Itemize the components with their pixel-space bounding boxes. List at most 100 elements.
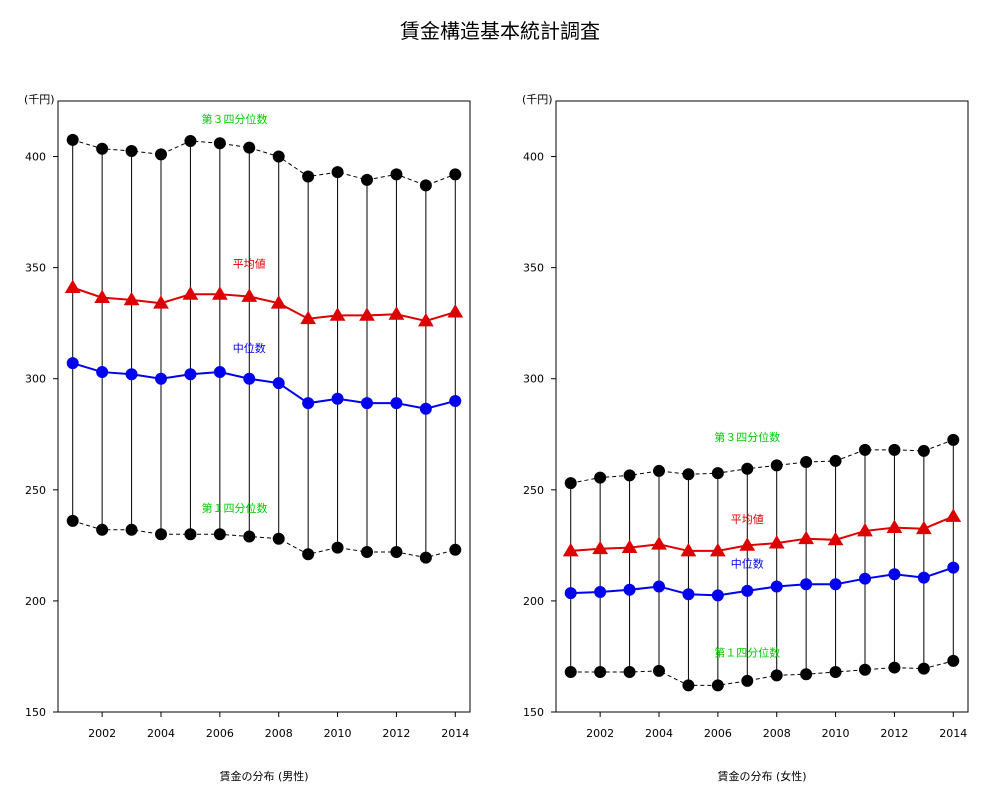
third-quartile-point <box>800 456 813 469</box>
third-quartile-point <box>711 467 724 480</box>
median-point <box>653 580 665 593</box>
first-quartile-point <box>449 543 462 556</box>
first-quartile-point <box>390 546 403 559</box>
third-quartile-point <box>623 469 636 482</box>
first-quartile-point <box>888 661 901 674</box>
median-label: 中位数 <box>731 557 764 571</box>
median-point <box>331 392 344 405</box>
mean-point <box>592 540 609 555</box>
third-quartile-point <box>184 134 197 147</box>
plot-frame <box>57 100 471 713</box>
third-quartile-point <box>125 144 138 157</box>
median-point <box>66 357 79 370</box>
first-quartile-point <box>682 679 695 692</box>
third-quartile-label: 第３四分位数 <box>202 112 268 126</box>
x-tick-label: 2014 <box>939 727 967 740</box>
y-tick-label: 150 <box>523 706 544 719</box>
third-quartile-point <box>564 477 577 490</box>
x-tick-label: 2012 <box>880 727 908 740</box>
x-tick-label: 2006 <box>206 727 234 740</box>
mean-point <box>857 522 873 537</box>
median-point <box>449 394 462 407</box>
median-point <box>419 402 432 415</box>
female-panel: 150 200 250 300 350 400 2002 2004 2006 2008 2010 20… <box>522 93 969 783</box>
mean-point <box>945 508 962 522</box>
mean-point <box>153 295 169 309</box>
y-tick-label: 200 <box>25 595 46 608</box>
x-tick-label: 2002 <box>586 727 614 740</box>
third-quartile-point <box>888 443 901 456</box>
median-point <box>594 586 607 599</box>
first-quartile-point <box>302 548 315 561</box>
first-quartile-point <box>361 546 373 559</box>
mean-point <box>241 288 258 302</box>
y-tick-label: 150 <box>25 706 46 719</box>
first-quartile-point <box>419 551 432 564</box>
median-point <box>800 578 813 591</box>
first-quartile-point <box>859 663 871 676</box>
median-point <box>243 372 256 385</box>
third-quartile-point <box>829 454 842 467</box>
third-quartile-point <box>96 142 109 155</box>
third-quartile-point <box>770 459 783 472</box>
x-tick-label: 2008 <box>265 727 293 740</box>
y-tick-label: 250 <box>25 484 46 497</box>
mean-point <box>651 536 667 550</box>
x-axis-title: 賃金の分布 (男性) <box>219 769 308 783</box>
y-tick-label: 400 <box>523 151 544 164</box>
third-quartile-point <box>155 148 167 161</box>
third-quartile-point <box>272 150 285 163</box>
first-quartile-point <box>243 530 256 543</box>
y-axis-title: (千円) <box>24 93 55 106</box>
first-quartile-point <box>66 514 79 527</box>
y-axis-title: (千円) <box>522 93 553 106</box>
median-point <box>125 368 138 381</box>
first-quartile-point <box>623 666 636 679</box>
y-tick-label: 250 <box>523 484 544 497</box>
mean-point <box>680 542 697 557</box>
median-point <box>272 377 285 390</box>
first-quartile-point <box>947 654 960 667</box>
x-tick-label: 2012 <box>382 727 410 740</box>
median-point <box>888 568 901 581</box>
median-point <box>623 583 636 596</box>
median-point <box>917 571 930 584</box>
mean-point <box>182 286 199 300</box>
third-quartile-point <box>213 137 226 150</box>
median-point <box>390 397 403 410</box>
third-quartile-point <box>917 444 930 457</box>
male-panel: 150 200 250 300 350 400 2002 2004 2006 2008 2010 20… <box>24 93 471 783</box>
third-quartile-point <box>331 166 344 179</box>
mean-point <box>886 519 903 533</box>
mean-point <box>739 537 756 551</box>
first-quartile-point <box>800 668 813 681</box>
third-quartile-point <box>361 173 373 186</box>
y-tick-label: 350 <box>25 262 46 275</box>
mean-label: 平均値 <box>731 513 764 526</box>
mean-point <box>329 307 346 321</box>
mean-point <box>562 542 579 557</box>
first-quartile-point <box>594 666 607 679</box>
third-quartile-point <box>419 179 432 192</box>
first-quartile-point <box>125 523 138 536</box>
x-axis-title: 賃金の分布 (女性) <box>717 769 806 783</box>
median-point <box>829 578 842 591</box>
first-quartile-point <box>213 528 226 541</box>
first-quartile-label: 第１四分位数 <box>714 645 780 659</box>
mean-point <box>359 307 375 321</box>
median-point <box>184 368 197 381</box>
third-quartile-point <box>653 464 665 477</box>
x-tick-label: 2014 <box>441 727 469 740</box>
mean-point <box>447 304 464 318</box>
median-point <box>564 587 577 600</box>
mean-point <box>64 279 81 294</box>
third-quartile-point <box>243 141 256 154</box>
mean-point <box>709 542 726 557</box>
mean-point <box>915 520 932 535</box>
mean-point <box>211 286 228 300</box>
median-point <box>711 589 724 602</box>
third-quartile-point <box>682 468 695 481</box>
mean-point <box>417 312 434 327</box>
first-quartile-point <box>770 669 783 682</box>
